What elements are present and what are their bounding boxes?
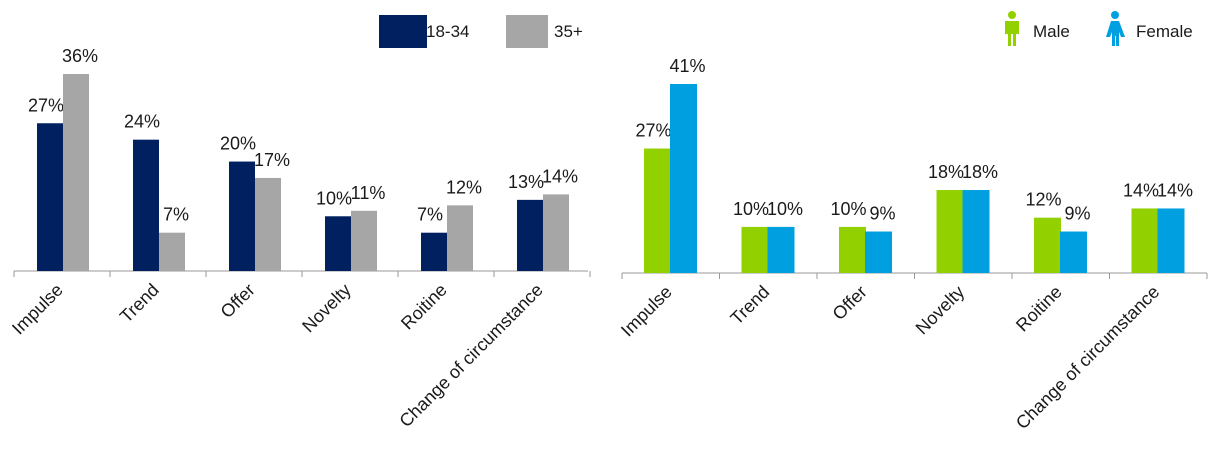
legend-label-female: Female: [1136, 22, 1193, 41]
data-label-female-change-of-circumstance: 14%: [1157, 180, 1193, 200]
legend-label-male: Male: [1033, 22, 1070, 41]
data-label-male-impulse: 27%: [635, 121, 671, 141]
bar-35-offer: [255, 177, 281, 271]
age-bar-chart: 27%36%24%7%20%17%10%11%7%12% 13%14% Impul…: [8, 15, 591, 431]
bar-35-trend: [159, 232, 185, 271]
category-label-offer: Offer: [829, 282, 871, 324]
bar-female-trend: [767, 226, 795, 273]
bar-male-offer: [839, 226, 866, 273]
bar-35-novelty: [351, 210, 377, 271]
data-label-35-offer: 17%: [254, 150, 290, 170]
legend: Male Female: [1005, 11, 1193, 46]
data-label-male-offer: 10%: [830, 199, 866, 219]
category-label-roitine: Roitine: [1012, 282, 1066, 336]
bar-18-34-roitine: [421, 232, 447, 271]
data-label-35-change-of-circumstance: 14%: [542, 166, 578, 186]
legend-label-35-plus: 35+: [554, 22, 583, 41]
bar-18-34-novelty: [325, 216, 351, 271]
bar-18-34-trend: [133, 139, 159, 271]
legend-label-18-34: 18-34: [426, 22, 469, 41]
bar-male-impulse: [644, 148, 671, 273]
data-label-18-34-roitine: 7%: [417, 205, 443, 225]
data-label-female-offer: 9%: [869, 204, 895, 224]
category-label-impulse: Impulse: [617, 282, 676, 341]
data-label-18-34-impulse: 27%: [28, 95, 64, 115]
data-label-male-trend: 10%: [733, 199, 769, 219]
bar-35-roitine: [447, 205, 473, 271]
data-label-35-novelty: 11%: [351, 183, 386, 203]
data-label-male-novelty: 18%: [928, 162, 964, 182]
bar-male-roitine: [1034, 217, 1061, 273]
bar-35-change-of-circumstance: [543, 194, 569, 271]
category-label-novelty: Novelty: [298, 280, 355, 337]
category-label-roitine: Roitine: [397, 280, 451, 334]
data-label-18-34-change-of-circumstance: 13%: [508, 172, 544, 192]
category-label-trend: Trend: [726, 282, 773, 329]
bar-female-novelty: [962, 190, 990, 273]
bar-male-trend: [741, 226, 769, 273]
male-icon: [1005, 11, 1019, 46]
data-label-female-roitine: 9%: [1064, 204, 1090, 224]
category-label-offer: Offer: [217, 280, 259, 322]
bar-18-34-impulse: [37, 123, 63, 271]
legend: 18-34 35+: [379, 15, 583, 48]
data-label-female-novelty: 18%: [962, 162, 998, 182]
data-label-35-roitine: 12%: [446, 177, 482, 197]
bar-18-34-change-of-circumstance: [517, 199, 543, 271]
category-label-trend: Trend: [116, 280, 163, 327]
female-icon: [1106, 11, 1125, 46]
bar-female-roitine: [1060, 231, 1087, 273]
category-label-novelty: Novelty: [912, 282, 969, 339]
bar-male-novelty: [936, 190, 964, 273]
bar-female-impulse: [670, 84, 697, 273]
data-label-male-change-of-circumstance: 14%: [1123, 180, 1159, 200]
data-label-35-trend: 7%: [163, 205, 189, 225]
bar-18-34-offer: [229, 161, 255, 271]
data-label-35-impulse: 36%: [62, 46, 98, 66]
bar-female-change-of-circumstance: [1157, 208, 1185, 273]
data-label-female-impulse: 41%: [669, 56, 705, 76]
bar-female-offer: [865, 231, 892, 273]
data-label-female-trend: 10%: [767, 199, 803, 219]
bar-35-impulse: [63, 74, 89, 271]
legend-swatch-35-plus: [506, 15, 548, 48]
gender-bar-chart: 27%41%10%10% 10% 9%18%18%12%9%14%14% Impul…: [617, 11, 1208, 433]
bar-male-change-of-circumstance: [1131, 208, 1159, 273]
data-label-18-34-offer: 20%: [220, 134, 256, 154]
data-label-18-34-novelty: 10%: [316, 188, 352, 208]
legend-swatch-18-34: [379, 15, 427, 48]
data-label-male-roitine: 12%: [1025, 190, 1061, 210]
data-label-18-34-trend: 24%: [124, 112, 160, 132]
category-label-impulse: Impulse: [8, 280, 67, 339]
